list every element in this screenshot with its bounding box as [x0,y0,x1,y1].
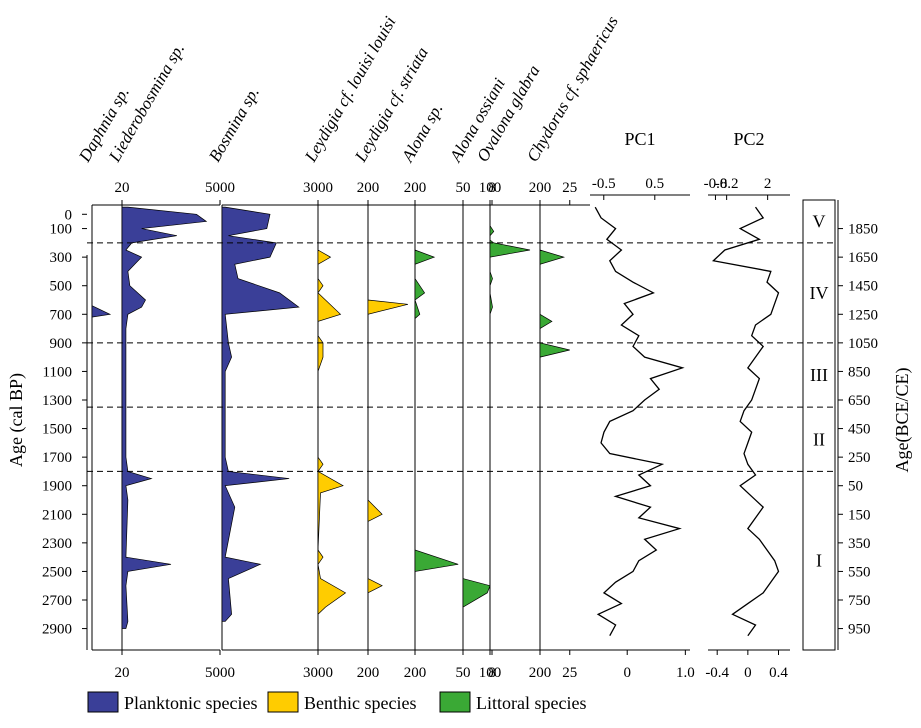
x-tick-label: 0 [623,665,631,681]
y2-axis-title: Age(BCE/CE) [892,368,913,473]
legend-label: Benthic species [304,693,416,713]
y2-tick-label: 250 [848,450,871,466]
zone-label: IV [810,283,829,303]
x-tick-label: 20 [115,665,130,681]
y-tick-label: 0 [65,207,73,223]
profile-area [221,206,300,622]
species-name: Leydigia cf. louisi louisi [301,13,400,166]
x-tick-label: 20 [115,180,130,196]
profile-area [121,206,208,629]
y2-tick-label: 1450 [848,279,878,295]
x-tick-label: 200 [404,665,427,681]
x-tick-label: 1.0 [676,665,695,681]
y2-tick-label: 750 [848,593,871,609]
x-tick-label: 50 [456,180,471,196]
x-tick-label: 50 [456,665,471,681]
legend-label: Littoral species [476,693,586,713]
zone-label: V [813,211,826,231]
y2-tick-label: 550 [848,564,871,580]
legend-label: Planktonic species [124,693,257,713]
y2-tick-label: 1650 [848,250,878,266]
x-tick-label: 200 [529,665,552,681]
y-tick-label: 900 [50,336,73,352]
y-tick-label: 1900 [42,479,72,495]
y2-tick-label: 50 [848,479,863,495]
species-name: Chydorus cf. sphaericus [523,12,622,165]
x-tick-label: 0.5 [645,176,664,192]
species-name: Bosmina sp. [205,84,263,165]
zone-label: II [813,429,825,449]
profile-area [367,299,409,594]
x-tick-label: 100 [479,180,502,196]
pc-title: PC2 [733,129,764,149]
x-tick-label: 0 [744,665,752,681]
profile-area [91,305,112,318]
x-tick-label: -0.8 [704,176,728,192]
profile-area [539,249,570,358]
y2-tick-label: 850 [848,364,871,380]
legend-swatch [267,691,299,713]
y2-tick-label: 350 [848,536,871,552]
zone-label: III [810,365,828,385]
x-tick-label: 200 [404,180,427,196]
y-tick-label: 1500 [42,422,72,438]
x-tick-label: 0.4 [769,665,788,681]
x-tick-label: 8 [488,665,496,681]
y2-tick-label: 1050 [848,336,878,352]
y-tick-label: 2300 [42,536,72,552]
x-tick-label: 25 [562,180,577,196]
pc-line [594,206,685,637]
legend-swatch [87,691,119,713]
profile-area [317,249,347,616]
y2-tick-label: 950 [848,622,871,638]
y-tick-label: 1700 [42,450,72,466]
y-axis-title: Age (cal BP) [6,373,27,467]
x-tick-label: 100 [479,665,502,681]
profile-area [489,224,531,322]
pc-line [711,206,780,637]
y-tick-label: 500 [50,279,73,295]
x-tick-label: -0.4 [705,665,729,681]
y2-tick-label: 650 [848,393,871,409]
zone-box [802,199,836,651]
y-tick-label: 2700 [42,593,72,609]
x-tick-label: 8 [488,180,496,196]
y-tick-label: 2500 [42,564,72,580]
x-tick-label: -0.2 [715,176,739,192]
x-tick-label: 200 [529,180,552,196]
x-tick-label: 200 [357,180,380,196]
x-tick-label: 25 [562,665,577,681]
y-tick-label: 1100 [43,364,72,380]
profile-area [462,578,491,608]
x-tick-label: 200 [357,665,380,681]
x-tick-label: 3000 [303,180,333,196]
y2-tick-label: 1850 [848,222,878,238]
x-tick-label: -0.5 [592,176,616,192]
pc-title: PC1 [624,129,655,149]
x-tick-label: 5000 [205,180,235,196]
x-tick-label: 5000 [205,665,235,681]
y-tick-label: 100 [50,222,73,238]
y2-tick-label: 1250 [848,307,878,323]
y-tick-label: 1300 [42,393,72,409]
y-tick-label: 2100 [42,507,72,523]
zone-label: I [816,551,822,571]
y-tick-label: 700 [50,307,73,323]
y2-tick-label: 150 [848,507,871,523]
x-tick-label: 2 [764,176,772,192]
y-tick-label: 2900 [42,622,72,638]
x-tick-label: 3000 [303,665,333,681]
y-tick-label: 300 [50,250,73,266]
y2-tick-label: 450 [848,422,871,438]
legend-swatch [439,691,471,713]
species-name: Alona sp. [398,100,447,166]
profile-area [414,249,459,572]
